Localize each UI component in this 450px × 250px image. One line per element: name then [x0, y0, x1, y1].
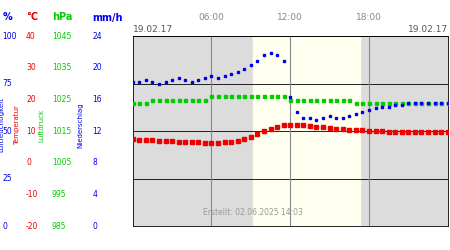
- Text: 1005: 1005: [52, 158, 71, 168]
- Text: 1045: 1045: [52, 32, 71, 41]
- Text: 1035: 1035: [52, 64, 71, 72]
- Text: Luftdruck: Luftdruck: [39, 108, 45, 142]
- Text: 19.02.17: 19.02.17: [408, 25, 448, 34]
- Bar: [253, 36, 360, 226]
- Text: 100: 100: [2, 32, 17, 41]
- Text: 20: 20: [92, 64, 102, 72]
- Text: 1025: 1025: [52, 95, 71, 104]
- Text: 24: 24: [92, 32, 102, 41]
- Text: °C: °C: [26, 12, 38, 22]
- Text: Temperatur: Temperatur: [14, 105, 20, 145]
- Text: Niederschlag: Niederschlag: [77, 102, 83, 148]
- Text: 1015: 1015: [52, 127, 71, 136]
- Text: 20: 20: [26, 95, 36, 104]
- Text: 16: 16: [92, 95, 102, 104]
- Text: 30: 30: [26, 64, 36, 72]
- Text: 06:00: 06:00: [198, 14, 225, 22]
- Text: Luftfeuchtigkeit: Luftfeuchtigkeit: [0, 98, 4, 152]
- Text: %: %: [2, 12, 12, 22]
- Text: 19.02.17: 19.02.17: [133, 25, 173, 34]
- Text: 40: 40: [26, 32, 36, 41]
- Text: 75: 75: [2, 79, 12, 88]
- Text: mm/h: mm/h: [92, 12, 123, 22]
- Text: 4: 4: [92, 190, 97, 199]
- Text: 8: 8: [92, 158, 97, 168]
- Text: 0: 0: [26, 158, 31, 168]
- Text: 0: 0: [92, 222, 97, 231]
- Text: -10: -10: [26, 190, 39, 199]
- Text: 995: 995: [52, 190, 67, 199]
- Text: -20: -20: [26, 222, 39, 231]
- Text: 12: 12: [92, 127, 102, 136]
- Text: 10: 10: [26, 127, 36, 136]
- Text: 18:00: 18:00: [356, 14, 382, 22]
- Text: 985: 985: [52, 222, 66, 231]
- Text: hPa: hPa: [52, 12, 72, 22]
- Text: 25: 25: [2, 174, 12, 183]
- Text: 12:00: 12:00: [277, 14, 303, 22]
- Text: 0: 0: [2, 222, 7, 231]
- Text: 50: 50: [2, 127, 12, 136]
- Text: Erstellt: 02.06.2025 14:03: Erstellt: 02.06.2025 14:03: [202, 208, 302, 217]
